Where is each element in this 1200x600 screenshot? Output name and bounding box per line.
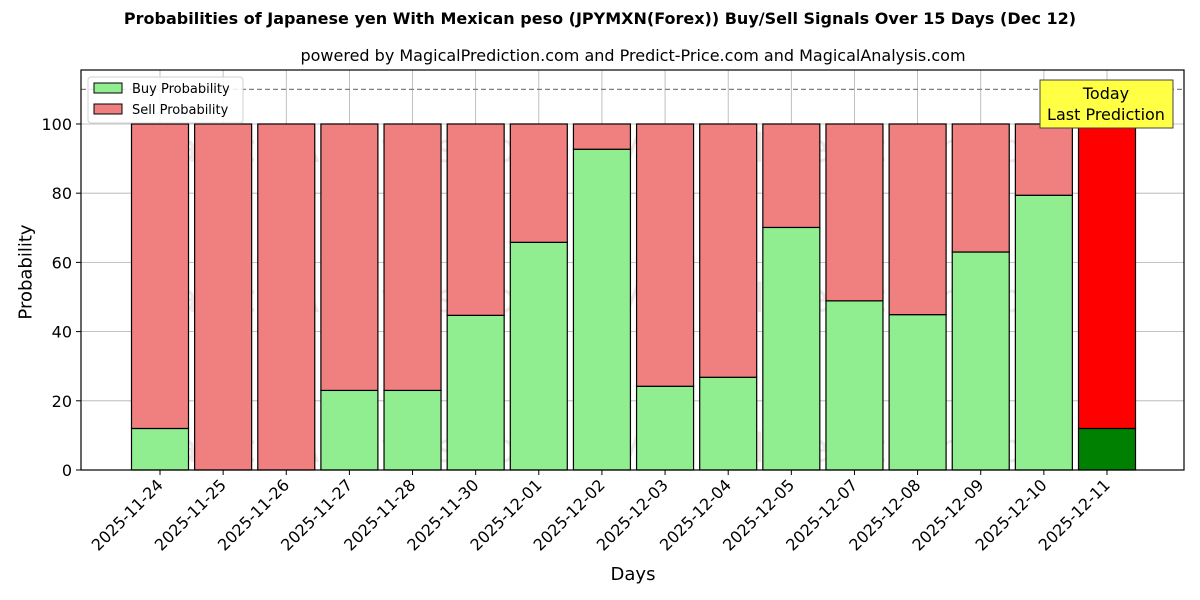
sell-bar <box>194 123 253 471</box>
bar-group <box>446 123 505 471</box>
sell-bar <box>762 123 821 229</box>
buy-bar <box>1014 194 1073 471</box>
y-tick-label: 0 <box>62 461 72 480</box>
buy-bar <box>446 314 505 471</box>
bar-group <box>825 123 884 471</box>
legend: Buy Probability Sell Probability <box>87 76 244 124</box>
sell-bar <box>699 123 758 378</box>
sell-bar <box>1077 123 1137 430</box>
legend-label: Buy Probability <box>132 82 230 97</box>
buy-bar <box>888 314 947 471</box>
legend-swatch <box>93 103 123 115</box>
bar-group <box>762 123 821 471</box>
sell-bar <box>383 123 442 392</box>
sell-bar <box>320 123 379 392</box>
bar-group <box>257 123 316 471</box>
y-tick-label: 80 <box>52 184 72 203</box>
bar-group <box>888 123 947 471</box>
bar-group <box>951 123 1010 471</box>
sell-bar <box>572 123 632 150</box>
bar-group <box>1014 123 1073 471</box>
sell-bar <box>635 123 695 387</box>
sell-bar <box>951 123 1010 253</box>
buy-bar <box>825 300 884 471</box>
svg-text:Today: Today <box>1082 84 1129 103</box>
sell-bar <box>825 123 884 302</box>
buy-bar <box>130 427 190 471</box>
buy-bar <box>699 376 758 471</box>
bars <box>130 123 1137 471</box>
legend-swatch <box>93 82 123 94</box>
x-axis-label: Days <box>610 564 656 585</box>
buy-bar <box>762 226 821 471</box>
buy-bar <box>509 241 568 471</box>
buy-bar <box>383 389 442 471</box>
y-tick-label: 20 <box>52 392 72 411</box>
today-annotation: Today Last Prediction <box>1039 79 1174 129</box>
bar-group <box>383 123 442 471</box>
legend-label: Sell Probability <box>132 103 229 118</box>
buy-bar <box>951 251 1010 471</box>
bar-group <box>572 123 632 471</box>
buy-bar <box>635 385 695 471</box>
y-tick-label: 100 <box>41 115 72 134</box>
bar-group <box>130 123 190 471</box>
bar-group <box>194 123 253 471</box>
sell-bar <box>130 123 190 430</box>
sell-bar <box>257 123 316 471</box>
bar-group <box>320 123 379 471</box>
sell-bar <box>509 123 568 243</box>
buy-bar <box>1077 427 1137 471</box>
sell-bar <box>888 123 947 316</box>
bar-group <box>699 123 758 471</box>
y-tick-label: 40 <box>52 323 72 342</box>
sell-bar <box>446 123 505 316</box>
bar-group <box>1077 123 1137 471</box>
buy-bar <box>320 389 379 471</box>
svg-text:Last Prediction: Last Prediction <box>1047 105 1165 124</box>
sell-bar <box>1014 123 1073 196</box>
chart-title: Probabilities of Japanese yen With Mexic… <box>123 9 1077 28</box>
bar-group <box>635 123 695 471</box>
bar-group <box>509 123 568 471</box>
y-tick-label: 60 <box>52 253 72 272</box>
buy-bar <box>572 148 632 471</box>
chart-subtitle: powered by MagicalPrediction.com and Pre… <box>300 46 966 65</box>
